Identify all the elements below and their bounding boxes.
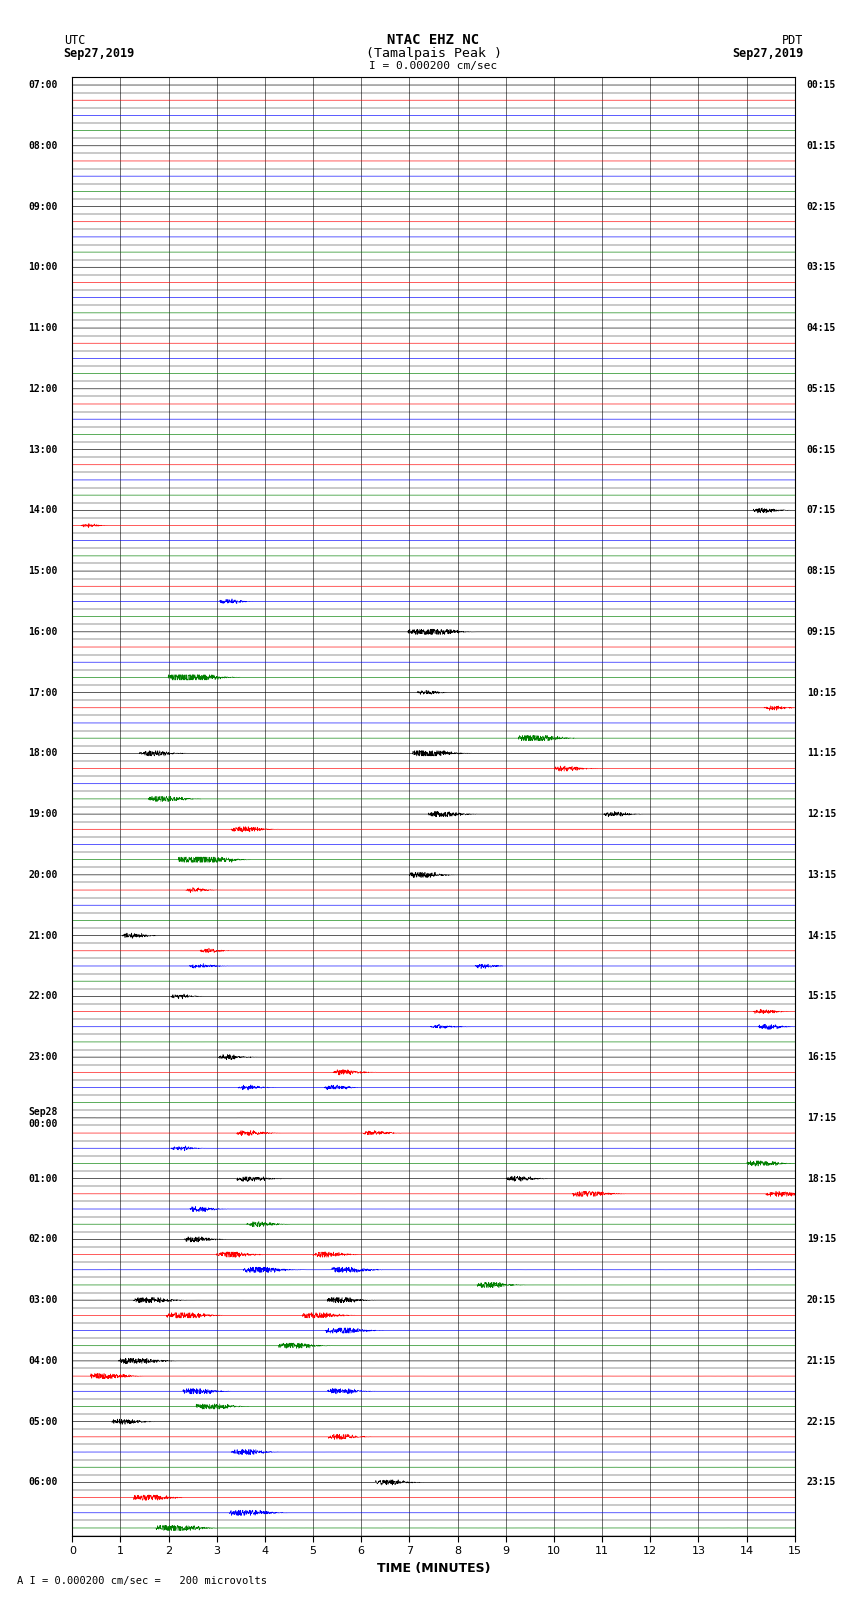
Text: 11:00: 11:00 <box>28 323 58 332</box>
Text: 19:00: 19:00 <box>28 810 58 819</box>
Text: 08:00: 08:00 <box>28 140 58 150</box>
Text: 01:15: 01:15 <box>807 140 836 150</box>
Text: 16:15: 16:15 <box>807 1052 836 1061</box>
Text: 05:00: 05:00 <box>28 1416 58 1426</box>
X-axis label: TIME (MINUTES): TIME (MINUTES) <box>377 1561 490 1574</box>
Text: 18:00: 18:00 <box>28 748 58 758</box>
Text: 06:15: 06:15 <box>807 445 836 455</box>
Text: Sep28
00:00: Sep28 00:00 <box>28 1107 58 1129</box>
Text: 14:00: 14:00 <box>28 505 58 515</box>
Text: 12:00: 12:00 <box>28 384 58 394</box>
Text: 09:15: 09:15 <box>807 627 836 637</box>
Text: (Tamalpais Peak ): (Tamalpais Peak ) <box>366 47 502 60</box>
Text: 18:15: 18:15 <box>807 1174 836 1184</box>
Text: 11:15: 11:15 <box>807 748 836 758</box>
Text: 17:00: 17:00 <box>28 687 58 697</box>
Text: 00:15: 00:15 <box>807 81 836 90</box>
Text: UTC: UTC <box>64 34 85 47</box>
Text: 07:15: 07:15 <box>807 505 836 515</box>
Text: 13:00: 13:00 <box>28 445 58 455</box>
Text: 04:00: 04:00 <box>28 1357 58 1366</box>
Text: NTAC EHZ NC: NTAC EHZ NC <box>388 34 479 47</box>
Text: 02:00: 02:00 <box>28 1234 58 1244</box>
Text: 07:00: 07:00 <box>28 81 58 90</box>
Text: Sep27,2019: Sep27,2019 <box>732 47 803 60</box>
Text: 03:00: 03:00 <box>28 1295 58 1305</box>
Text: 10:00: 10:00 <box>28 263 58 273</box>
Text: 09:00: 09:00 <box>28 202 58 211</box>
Text: 23:15: 23:15 <box>807 1478 836 1487</box>
Text: 04:15: 04:15 <box>807 323 836 332</box>
Text: 19:15: 19:15 <box>807 1234 836 1244</box>
Text: A I = 0.000200 cm/sec =   200 microvolts: A I = 0.000200 cm/sec = 200 microvolts <box>17 1576 267 1586</box>
Text: 15:15: 15:15 <box>807 992 836 1002</box>
Text: 23:00: 23:00 <box>28 1052 58 1061</box>
Text: 17:15: 17:15 <box>807 1113 836 1123</box>
Text: 20:00: 20:00 <box>28 869 58 879</box>
Text: 13:15: 13:15 <box>807 869 836 879</box>
Text: 06:00: 06:00 <box>28 1478 58 1487</box>
Text: PDT: PDT <box>782 34 803 47</box>
Text: 05:15: 05:15 <box>807 384 836 394</box>
Text: I = 0.000200 cm/sec: I = 0.000200 cm/sec <box>370 61 497 71</box>
Text: 01:00: 01:00 <box>28 1174 58 1184</box>
Text: 14:15: 14:15 <box>807 931 836 940</box>
Text: 12:15: 12:15 <box>807 810 836 819</box>
Text: 21:00: 21:00 <box>28 931 58 940</box>
Text: 02:15: 02:15 <box>807 202 836 211</box>
Text: 20:15: 20:15 <box>807 1295 836 1305</box>
Text: 16:00: 16:00 <box>28 627 58 637</box>
Text: 15:00: 15:00 <box>28 566 58 576</box>
Text: 08:15: 08:15 <box>807 566 836 576</box>
Text: 10:15: 10:15 <box>807 687 836 697</box>
Text: 21:15: 21:15 <box>807 1357 836 1366</box>
Text: Sep27,2019: Sep27,2019 <box>64 47 135 60</box>
Text: 22:00: 22:00 <box>28 992 58 1002</box>
Text: 03:15: 03:15 <box>807 263 836 273</box>
Text: 22:15: 22:15 <box>807 1416 836 1426</box>
